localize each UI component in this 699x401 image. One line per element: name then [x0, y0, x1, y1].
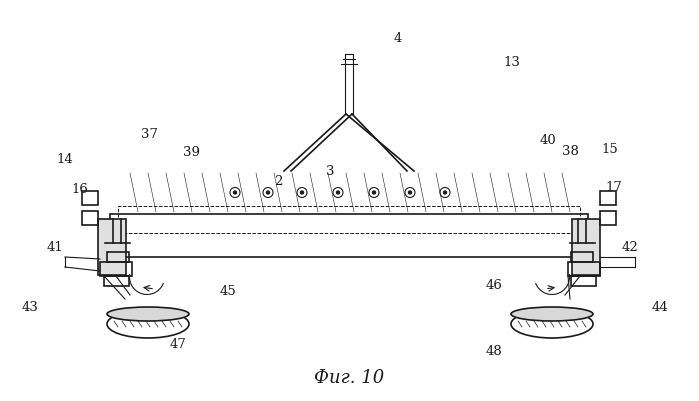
- Bar: [82, 192, 98, 205]
- Bar: [82, 211, 98, 225]
- Bar: [100, 262, 132, 276]
- Text: 41: 41: [47, 241, 64, 254]
- Bar: [600, 192, 616, 205]
- Text: 3: 3: [326, 165, 334, 178]
- Text: Фиг. 10: Фиг. 10: [314, 368, 384, 386]
- Text: 48: 48: [486, 344, 503, 358]
- Circle shape: [233, 192, 236, 194]
- Bar: [600, 211, 616, 225]
- Text: 39: 39: [184, 146, 201, 159]
- Circle shape: [408, 192, 412, 194]
- Text: 46: 46: [486, 279, 503, 292]
- Text: 43: 43: [22, 301, 38, 314]
- Bar: [104, 276, 129, 286]
- Bar: [98, 219, 126, 275]
- Text: 40: 40: [540, 133, 556, 146]
- Bar: [118, 207, 580, 233]
- Text: 38: 38: [561, 145, 579, 158]
- Ellipse shape: [511, 307, 593, 321]
- Text: 16: 16: [71, 183, 89, 196]
- Ellipse shape: [107, 307, 189, 321]
- Text: 37: 37: [141, 128, 159, 141]
- Text: 2: 2: [274, 175, 282, 188]
- Text: 44: 44: [651, 301, 668, 314]
- Text: 47: 47: [170, 338, 187, 350]
- Circle shape: [373, 192, 375, 194]
- Circle shape: [301, 192, 303, 194]
- Bar: [110, 215, 588, 257]
- Bar: [571, 252, 593, 262]
- Text: 14: 14: [57, 153, 73, 166]
- Circle shape: [266, 192, 270, 194]
- Circle shape: [336, 192, 340, 194]
- Text: 4: 4: [394, 31, 402, 45]
- Bar: [572, 219, 600, 275]
- Circle shape: [443, 192, 447, 194]
- Text: 13: 13: [503, 55, 521, 68]
- Text: 42: 42: [621, 241, 638, 254]
- Text: 15: 15: [602, 143, 619, 156]
- Text: 45: 45: [219, 285, 236, 298]
- Text: 17: 17: [605, 181, 622, 194]
- Bar: [571, 276, 596, 286]
- Bar: [107, 252, 129, 262]
- Bar: [568, 262, 600, 276]
